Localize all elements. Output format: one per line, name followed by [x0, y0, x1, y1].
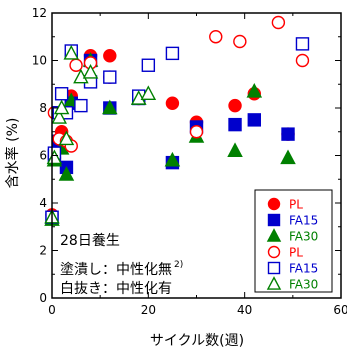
data-point-fa30-open — [53, 99, 70, 115]
y-tick-label: 0 — [39, 291, 47, 305]
data-point-pl-open — [209, 30, 223, 44]
data-point-pl-open — [233, 34, 247, 49]
y-tick-label: 6 — [39, 149, 47, 163]
data-point-pl-open — [271, 15, 286, 30]
y-tick-label: 4 — [39, 196, 47, 210]
data-markers — [44, 15, 310, 226]
data-point-fa30-filled — [227, 142, 243, 157]
data-point-fa15-open — [103, 70, 117, 84]
data-point-fa30-open — [82, 63, 99, 79]
data-point-pl-open — [69, 58, 83, 72]
data-point-fa15-open — [54, 87, 69, 101]
legend-label-fa30-filled: FA30 — [289, 230, 318, 244]
y-tick-label: 12 — [32, 6, 47, 20]
data-point-fa30-open — [140, 85, 157, 100]
y-tick-label: 2 — [39, 244, 47, 258]
legend-marker-fa15-open — [267, 261, 281, 275]
data-point-pl-filled — [165, 96, 180, 110]
data-point-fa15-filled — [281, 127, 295, 141]
filled-marker-note: 塗潰し：中性化無 2) — [60, 260, 183, 278]
data-point-pl-open — [189, 125, 204, 139]
legend-label-pl-open: PL — [289, 246, 303, 260]
data-point-fa15-filled — [247, 113, 262, 127]
data-point-fa30-filled — [58, 166, 75, 181]
data-point-pl-open — [295, 53, 310, 68]
data-point-fa30-filled — [102, 99, 118, 115]
x-tick-label: 0 — [48, 303, 56, 317]
data-point-fa15-open — [295, 37, 310, 51]
data-point-fa30-filled — [280, 149, 296, 165]
data-point-fa15-filled — [228, 117, 242, 132]
legend-label-pl-filled: PL — [289, 198, 303, 212]
legend-label-fa15-open: FA15 — [289, 262, 318, 276]
data-point-fa30-filled — [164, 151, 181, 167]
y-tick-label: 8 — [39, 101, 47, 115]
data-point-fa30-open — [63, 44, 80, 60]
data-point-fa30-filled — [246, 82, 263, 98]
x-tick-label: 20 — [141, 303, 156, 317]
curing-annotation: 28日養生 — [60, 232, 120, 249]
open-marker-note: 白抜き：中性化有 — [60, 281, 172, 297]
data-point-fa30-open — [58, 130, 75, 146]
legend-marker-pl-open — [267, 245, 281, 259]
legend-marker-fa30-open — [266, 276, 282, 290]
legend: PL FA15 FA30 PL FA15 FA30 — [254, 189, 333, 293]
legend-label-fa15-filled: FA15 — [289, 214, 318, 228]
legend-marker-pl-filled — [267, 197, 281, 211]
data-point-pl-filled — [228, 98, 242, 113]
data-point-fa15-open — [74, 98, 88, 113]
data-point-fa30-open — [46, 149, 63, 165]
legend-marker-fa30-filled — [266, 228, 282, 242]
x-axis-label: サイクル数(週) — [150, 333, 244, 349]
y-axis-label-group: 含水率 (%) — [4, 118, 21, 189]
data-point-fa15-open — [165, 46, 180, 61]
data-point-fa15-open — [141, 58, 156, 72]
data-point-fa30-open — [51, 109, 67, 124]
y-axis-label: 含水率 (%) — [4, 118, 21, 189]
legend-label-fa30-open: FA30 — [289, 278, 318, 292]
data-point-pl-filled — [103, 49, 117, 63]
x-tick-label: 40 — [237, 303, 252, 317]
y-tick-label: 10 — [32, 54, 47, 68]
legend-marker-fa15-filled — [267, 213, 281, 227]
filled-marker-note-footnote: 2) — [174, 260, 183, 270]
filled-marker-note-text: 塗潰し：中性化無 — [60, 261, 172, 278]
axis-ticks: 0 20 40 60 0 2 4 6 8 10 12 — [32, 6, 347, 317]
x-tick-label: 60 — [333, 303, 347, 317]
